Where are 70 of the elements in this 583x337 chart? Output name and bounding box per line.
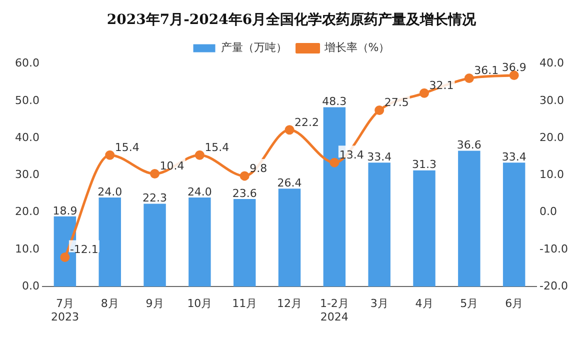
bar xyxy=(502,162,526,287)
data-label: 24.0 xyxy=(187,185,212,198)
data-label: 48.3 xyxy=(322,95,347,108)
y2-tick-label: 40.0 xyxy=(540,56,564,70)
bar xyxy=(188,197,211,287)
data-label: -12.1 xyxy=(70,243,98,256)
data-label: 32.1 xyxy=(429,78,454,92)
point xyxy=(194,150,204,160)
y-tick-label: 20.0 xyxy=(14,205,40,218)
point xyxy=(509,70,519,80)
data-label: 15.4 xyxy=(204,141,230,154)
chart-title: 2023年7月-2024年6月全国化学农药原药产量及增长情况 xyxy=(106,11,478,28)
x-tick-label: 3月 xyxy=(370,297,388,310)
bar xyxy=(368,162,390,287)
data-label: 23.6 xyxy=(232,186,257,200)
y2-tick-label: 0.0 xyxy=(540,205,558,218)
point xyxy=(284,125,294,135)
y2-tick-label: -20.0 xyxy=(540,279,568,292)
data-label: 36.9 xyxy=(502,61,526,74)
data-label: 36.6 xyxy=(456,138,482,152)
x-tick-label: 4月 xyxy=(415,297,434,310)
x-tick-label: 12月 xyxy=(277,297,302,310)
x-tick-label: 6月 xyxy=(505,297,524,310)
point xyxy=(374,105,384,115)
point xyxy=(420,88,430,98)
data-label: 36.1 xyxy=(474,64,499,78)
bar xyxy=(458,150,480,287)
legend-label: 产量（万吨） xyxy=(220,41,287,54)
x-tick-label: 7月 2023 xyxy=(50,297,79,324)
y-tick-label: 40.0 xyxy=(14,130,40,144)
data-label: 22.2 xyxy=(294,116,320,129)
data-label: 24.0 xyxy=(98,185,122,198)
x-tick-label: 5月 xyxy=(460,297,478,310)
x-tick-label: 9月 xyxy=(146,297,164,310)
y-tick-label: 0.0 xyxy=(22,279,40,292)
y2-tick-label: 20.0 xyxy=(540,130,564,144)
data-label: 15.4 xyxy=(114,141,140,154)
data-label: 22.3 xyxy=(142,192,168,205)
point xyxy=(105,150,115,160)
data-label: 18.9 xyxy=(52,204,78,218)
x-tick-label: 1-2月 2024 xyxy=(320,297,349,324)
data-label: 26.4 xyxy=(277,176,302,190)
data-label: 9.8 xyxy=(250,162,268,175)
y2-tick-label: 10.0 xyxy=(540,168,564,182)
point xyxy=(330,158,340,168)
data-label: 31.3 xyxy=(412,158,437,172)
y-tick-label: 10.0 xyxy=(14,242,40,256)
point xyxy=(150,168,160,178)
bar xyxy=(233,198,256,287)
data-label: 27.5 xyxy=(384,96,409,110)
x-tick-label: 8月 xyxy=(100,297,119,310)
data-label: 33.4 xyxy=(367,150,392,164)
data-label: 10.4 xyxy=(160,160,184,173)
bar xyxy=(413,170,436,287)
y-tick-label: 60.0 xyxy=(14,56,40,70)
bar xyxy=(98,197,121,287)
bar xyxy=(278,188,301,287)
x-tick-label: 11月 xyxy=(232,297,258,310)
y-tick-label: 30.0 xyxy=(14,168,40,182)
data-label: 13.4 xyxy=(339,148,364,162)
data-label: 33.4 xyxy=(502,150,526,164)
point xyxy=(60,252,70,262)
point xyxy=(240,171,250,181)
bar xyxy=(144,204,166,287)
x-tick-label: 10月 xyxy=(187,297,212,310)
y2-tick-label: 30.0 xyxy=(540,94,564,107)
y2-tick-label: -10.0 xyxy=(540,242,568,256)
point xyxy=(464,74,474,84)
y-tick-label: 50.0 xyxy=(14,94,40,107)
legend-label: 增长率（%） xyxy=(323,41,390,54)
